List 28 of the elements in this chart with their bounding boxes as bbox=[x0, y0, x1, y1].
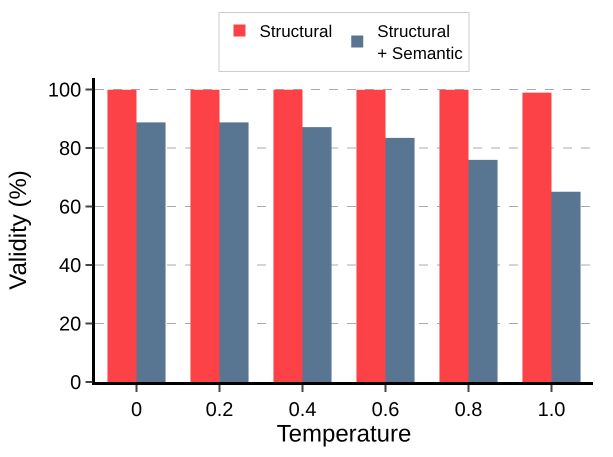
bar bbox=[273, 90, 302, 382]
bar bbox=[356, 90, 386, 382]
bar bbox=[552, 192, 581, 382]
x-axis-title: Temperature bbox=[276, 420, 412, 448]
bar bbox=[220, 122, 249, 382]
x-tick-label: 0.2 bbox=[206, 398, 234, 421]
bar bbox=[468, 160, 498, 382]
bar bbox=[107, 90, 136, 382]
y-tick-label: 20 bbox=[59, 314, 82, 336]
y-tick-label: 100 bbox=[48, 80, 82, 102]
legend-label: Structural bbox=[260, 22, 332, 42]
bar bbox=[302, 127, 332, 382]
y-axis-title: Validity (%) bbox=[4, 170, 32, 290]
bar bbox=[522, 92, 552, 382]
y-tick-label: 0 bbox=[70, 372, 82, 394]
bar bbox=[136, 122, 166, 382]
legend-label: Structural + Semantic bbox=[377, 22, 464, 64]
x-tick-label: 1.0 bbox=[538, 398, 566, 421]
bar bbox=[386, 138, 415, 382]
x-tick-label: 0 bbox=[130, 398, 142, 421]
y-tick-label: 40 bbox=[59, 255, 82, 278]
y-tick-label: 80 bbox=[59, 138, 82, 160]
x-tick-label: 0.8 bbox=[454, 398, 482, 421]
x-tick-label: 0.4 bbox=[288, 398, 316, 421]
y-tick-label: 60 bbox=[59, 196, 82, 219]
bar bbox=[439, 90, 468, 382]
bar bbox=[190, 90, 220, 382]
x-tick-label: 0.6 bbox=[372, 398, 400, 421]
